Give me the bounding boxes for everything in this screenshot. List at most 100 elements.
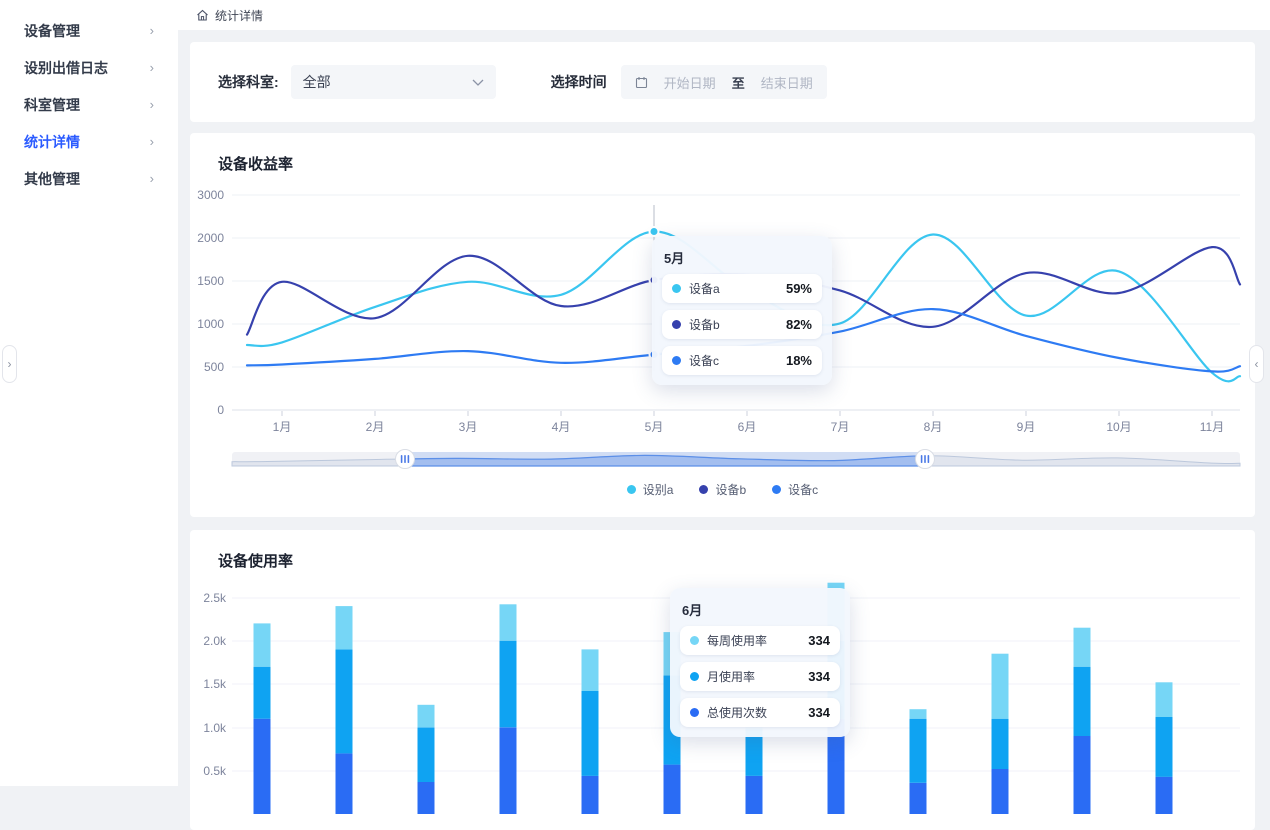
- series-name: 总使用次数: [707, 706, 768, 720]
- tooltip-row: 设备c 18%: [662, 346, 822, 375]
- department-filter-label: 选择科室:: [218, 74, 279, 90]
- tooltip-row: 总使用次数 334: [680, 698, 840, 727]
- bar-segment-每周使用率[interactable]: [1073, 627, 1091, 667]
- bar-segment-月使用率[interactable]: [1155, 717, 1173, 777]
- y-axis-label: 3000: [197, 188, 224, 202]
- sidebar: 设备管理 › 设别出借日志 › 科室管理 › 统计详情 › 其他管理 ›: [0, 0, 178, 786]
- sidebar-item-label: 其他管理: [24, 170, 80, 187]
- bar-segment-总使用次数[interactable]: [991, 768, 1009, 814]
- y-axis-label: 0: [217, 403, 224, 417]
- y-axis-label: 1.0k: [203, 721, 227, 735]
- y-axis-label: 1000: [197, 317, 224, 331]
- bar-segment-总使用次数[interactable]: [499, 727, 517, 814]
- bar-segment-月使用率[interactable]: [991, 718, 1009, 769]
- series-dot: [690, 672, 699, 681]
- bar-segment-月使用率[interactable]: [335, 649, 353, 754]
- legend-label: 设备b: [715, 483, 747, 497]
- y-axis-label: 500: [204, 360, 224, 374]
- chevron-right-icon: ›: [149, 60, 154, 75]
- bar-segment-月使用率[interactable]: [253, 666, 271, 719]
- y-axis-label: 1500: [197, 274, 224, 288]
- start-date-input[interactable]: 开始日期: [663, 75, 716, 91]
- end-date-input[interactable]: 结束日期: [760, 75, 813, 91]
- bar-segment-月使用率[interactable]: [417, 727, 435, 782]
- y-axis-label: 2.0k: [203, 634, 227, 648]
- sidebar-item-other-management[interactable]: 其他管理 ›: [0, 160, 178, 197]
- bar-segment-每周使用率[interactable]: [253, 623, 271, 667]
- y-axis-label: 0.5k: [203, 764, 227, 778]
- collapse-right-panel-button[interactable]: ‹: [1249, 345, 1264, 383]
- series-name: 每周使用率: [707, 634, 768, 648]
- tooltip-row: 设备b 82%: [662, 310, 822, 339]
- home-icon: [197, 9, 208, 21]
- department-select-value: 全部: [302, 74, 331, 90]
- x-axis-label: 2月: [366, 420, 385, 434]
- series-dot: [672, 284, 681, 293]
- y-axis-label: 1.5k: [203, 677, 227, 691]
- bar-segment-每周使用率[interactable]: [581, 649, 599, 691]
- bar-segment-总使用次数[interactable]: [909, 782, 927, 814]
- tooltip-title: 5月: [664, 251, 685, 266]
- revenue-chart-card: 设备收益率 3000 2000 1500 1000 500 0 1月 2月 3月 4月 5月 6月 7月…: [190, 133, 1255, 517]
- bar-segment-每周使用率[interactable]: [909, 709, 927, 719]
- bar-segment-月使用率[interactable]: [909, 718, 927, 783]
- x-axis-label: 9月: [1017, 420, 1036, 434]
- bar-segment-每周使用率[interactable]: [991, 653, 1009, 719]
- bar-segment-总使用次数[interactable]: [745, 775, 763, 814]
- legend-item[interactable]: 设备c: [772, 481, 818, 498]
- date-range-separator: 至: [731, 75, 745, 91]
- y-axis-label: 2000: [197, 231, 224, 245]
- bar-segment-月使用率[interactable]: [581, 691, 599, 776]
- sidebar-item-label: 设别出借日志: [24, 59, 108, 76]
- sidebar-item-statistics-detail[interactable]: 统计详情 ›: [0, 123, 178, 160]
- series-value: 334: [808, 705, 830, 720]
- date-range-picker[interactable]: 开始日期 至 结束日期: [620, 65, 827, 99]
- bar-segment-月使用率[interactable]: [745, 729, 763, 776]
- series-dot: [690, 636, 699, 645]
- bar-segment-月使用率[interactable]: [499, 640, 517, 728]
- datazoom-handle-right[interactable]: [915, 449, 935, 469]
- datazoom-handle-left[interactable]: [395, 449, 415, 469]
- legend-dot: [626, 485, 636, 494]
- bar-segment-总使用次数[interactable]: [1155, 776, 1173, 814]
- breadcrumb: 统计详情: [215, 8, 264, 23]
- x-axis-label: 5月: [645, 420, 664, 434]
- department-select[interactable]: 全部: [290, 65, 496, 99]
- bar-segment-每周使用率[interactable]: [499, 604, 517, 641]
- series-name: 月使用率: [707, 670, 756, 684]
- bar-segment-总使用次数[interactable]: [335, 753, 353, 814]
- bar-segment-每周使用率[interactable]: [335, 606, 353, 650]
- sidebar-item-label: 统计详情: [24, 133, 80, 150]
- bar-segment-每周使用率[interactable]: [1155, 682, 1173, 717]
- bar-segment-总使用次数[interactable]: [663, 764, 681, 814]
- usage-chart-card: 设备使用率 2.5k 2.0k 1.5k 1.0k 0.5k 6月 每周使用率 334 …: [190, 530, 1255, 830]
- bar-segment-总使用次数[interactable]: [1073, 736, 1091, 814]
- legend-item[interactable]: 设备b: [699, 481, 746, 498]
- bar-segment-总使用次数[interactable]: [253, 718, 271, 814]
- sidebar-item-device-management[interactable]: 设备管理 ›: [0, 12, 178, 49]
- usage-chart-tooltip: 6月 每周使用率 334 月使用率 334 总使用次数 334: [670, 588, 850, 737]
- chevron-down-icon: [472, 79, 484, 86]
- usage-chart-title: 设备使用率: [218, 553, 294, 570]
- sidebar-item-department-management[interactable]: 科室管理 ›: [0, 86, 178, 123]
- series-dot: [690, 708, 699, 717]
- bar-segment-总使用次数[interactable]: [417, 781, 435, 814]
- filter-row: 选择科室: 全部 选择时间 开始日期 至 结束日期: [190, 42, 1255, 122]
- revenue-chart-tooltip: 5月 设备a 59% 设备b 82% 设备c 18%: [652, 236, 832, 385]
- bar-segment-总使用次数[interactable]: [581, 775, 599, 814]
- bar-segment-每周使用率[interactable]: [417, 704, 435, 728]
- expand-left-panel-button[interactable]: ›: [2, 345, 17, 383]
- filter-card: 选择科室: 全部 选择时间 开始日期 至 结束日期: [190, 42, 1255, 122]
- sidebar-item-label: 设备管理: [24, 22, 80, 39]
- x-axis-label: 7月: [831, 420, 850, 434]
- chevron-right-icon: ›: [149, 134, 154, 149]
- calendar-icon: [635, 76, 647, 88]
- bar-segment-月使用率[interactable]: [1073, 666, 1091, 736]
- sidebar-item-lending-log[interactable]: 设别出借日志 ›: [0, 49, 178, 86]
- chart-legend: 设别a 设备b 设备c: [190, 481, 1255, 498]
- legend-item[interactable]: 设别a: [626, 481, 673, 498]
- legend-label: 设备c: [788, 483, 819, 497]
- series-name: 设备b: [689, 318, 720, 332]
- breadcrumb-bar: 统计详情: [178, 0, 1270, 30]
- series-dot: [672, 320, 681, 329]
